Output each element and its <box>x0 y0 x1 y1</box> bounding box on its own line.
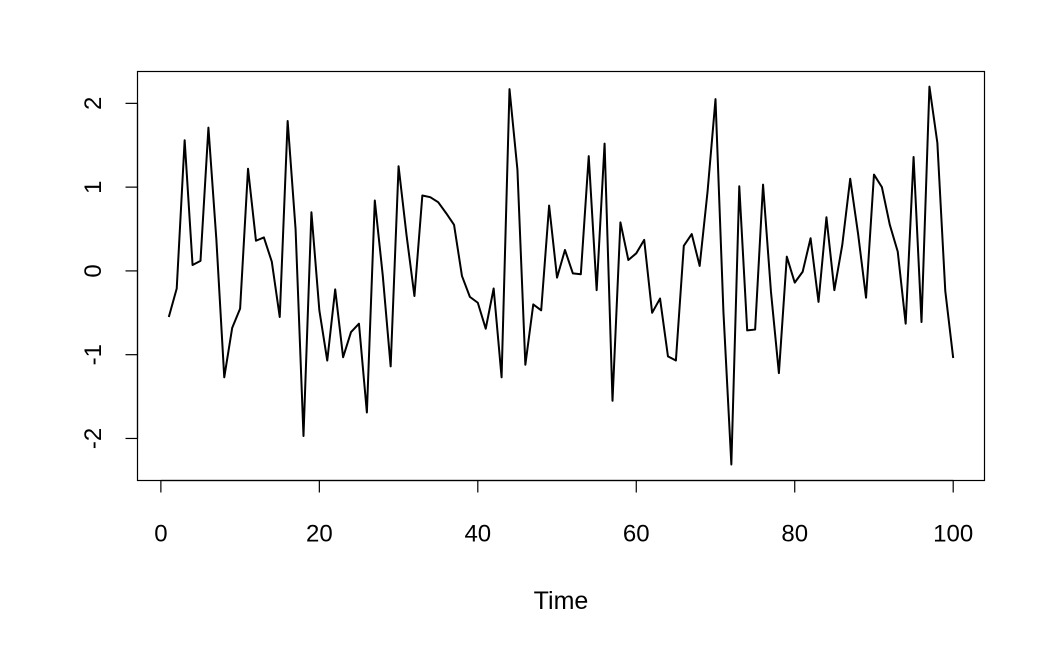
x-tick-label: 20 <box>306 521 333 548</box>
x-tick-label: 40 <box>464 521 491 548</box>
x-axis: 0 20 40 60 80 100 <box>154 479 973 548</box>
plot-frame <box>136 70 986 482</box>
y-tick-label: 0 <box>80 264 107 277</box>
y-tick-label: 1 <box>80 180 107 193</box>
y-axis: -2 -1 0 1 2 <box>80 97 139 449</box>
x-tick-label: 100 <box>933 521 973 548</box>
series-line <box>167 85 955 466</box>
x-tick-label: 60 <box>623 521 650 548</box>
y-tick-label: 2 <box>80 97 107 110</box>
x-axis-title: Time <box>534 587 589 615</box>
y-tick-label: -1 <box>80 344 107 365</box>
x-tick-label: 80 <box>781 521 808 548</box>
y-tick-label: -2 <box>80 428 107 449</box>
x-tick-label: 0 <box>154 521 167 548</box>
